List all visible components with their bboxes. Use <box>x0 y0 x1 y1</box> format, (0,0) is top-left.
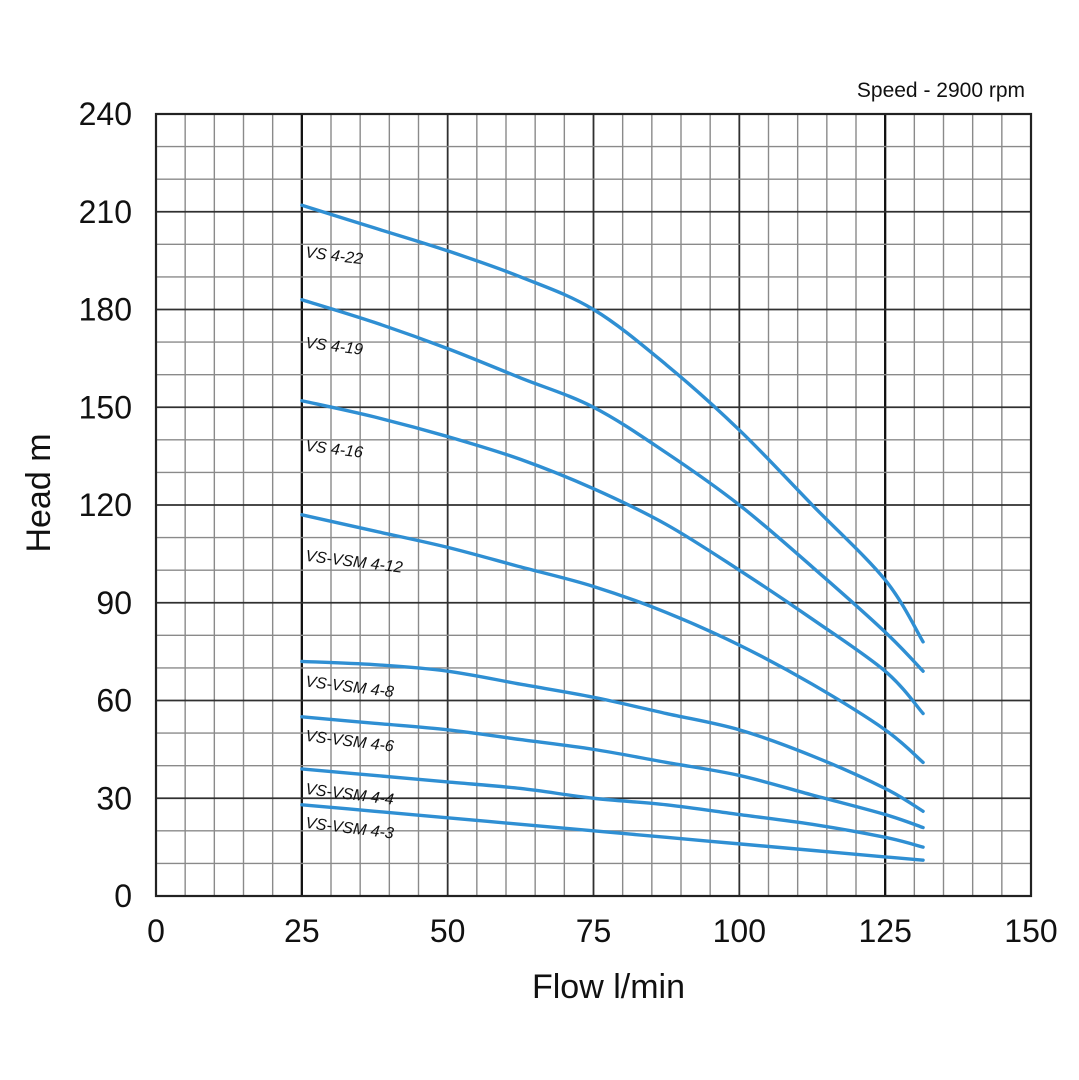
x-tick-label: 125 <box>858 913 911 949</box>
series-label: VS 4-16 <box>304 438 364 462</box>
y-tick-label: 30 <box>96 780 132 816</box>
series-line <box>300 715 925 830</box>
y-axis-title: Head m <box>20 433 58 552</box>
series-line <box>300 399 925 716</box>
x-tick-label: 75 <box>576 913 612 949</box>
x-tick-label: 0 <box>147 913 165 949</box>
y-tick-label: 150 <box>79 389 132 425</box>
x-tick-label: 150 <box>1004 913 1057 949</box>
speed-note: Speed - 2900 rpm <box>857 79 1025 102</box>
series-label: VS-VSM 4-8 <box>304 673 394 701</box>
series-line <box>300 203 925 644</box>
y-tick-label: 60 <box>96 683 132 719</box>
series-line <box>300 767 925 849</box>
series-line <box>300 513 925 765</box>
series-curves <box>300 203 925 862</box>
x-tick-label: 50 <box>430 913 466 949</box>
grid <box>154 112 1033 898</box>
x-tick-label: 100 <box>713 913 766 949</box>
y-tick-label: 240 <box>79 96 132 132</box>
plot-frame <box>154 112 1033 898</box>
series-line <box>300 803 925 862</box>
y-tick-label: 210 <box>79 194 132 230</box>
y-tick-label: 120 <box>79 487 132 523</box>
tick-labels: 0 25 50 75 100 125 150 0 30 60 90 120 150 180 210 240 <box>79 96 1058 949</box>
series-label: VS-VSM 4-6 <box>304 728 394 756</box>
series-label: VS 4-19 <box>304 335 364 359</box>
series-line <box>300 298 925 673</box>
x-tick-label: 25 <box>284 913 320 949</box>
y-tick-label: 0 <box>114 878 132 914</box>
x-axis-title: Flow l/min <box>532 968 685 1006</box>
y-tick-label: 90 <box>96 585 132 621</box>
series-label: VS-VSM 4-3 <box>304 815 394 843</box>
y-tick-label: 180 <box>79 292 132 328</box>
series-label: VS 4-22 <box>304 244 364 268</box>
series-line <box>300 659 925 813</box>
